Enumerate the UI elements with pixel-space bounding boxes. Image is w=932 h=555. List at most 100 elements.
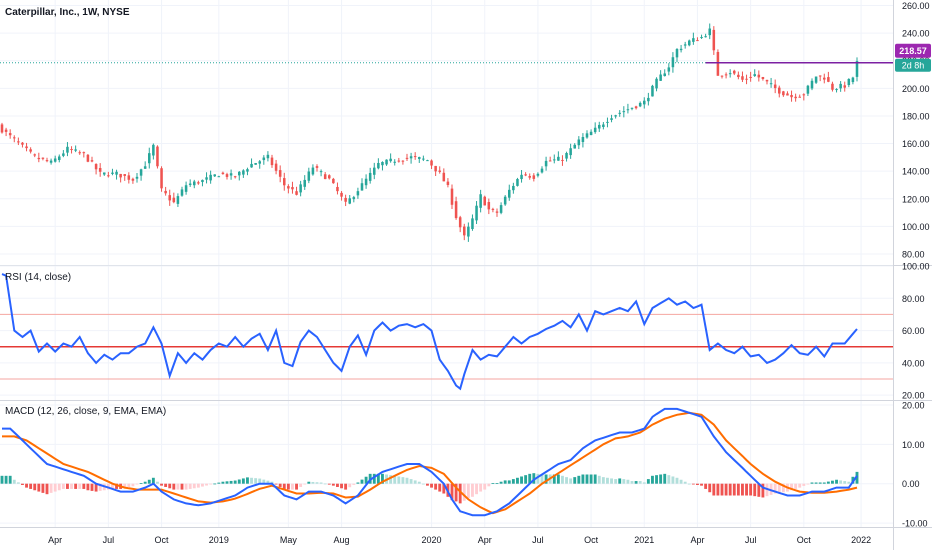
histogram-bar [315,482,319,484]
candle [786,91,789,96]
candle [148,147,151,169]
candle [82,151,86,158]
histogram-bar [86,483,90,491]
histogram-bar [675,477,679,484]
candle [610,114,613,123]
histogram-bar [749,483,753,496]
candle [581,133,585,148]
x-tick-label: 2019 [209,535,229,545]
candle [626,103,630,114]
histogram-bar [364,476,368,484]
histogram-bar [331,483,335,486]
histogram-bar [466,483,470,499]
candle [765,79,769,85]
histogram-bar [49,483,53,493]
candle [119,173,122,183]
histogram-bar [90,483,94,491]
candle [847,78,851,88]
price-axis-tick-label: 100.00 [902,222,930,232]
histogram-bar [696,483,699,485]
histogram-bar [45,483,49,495]
candle [827,71,830,83]
histogram-bar [376,473,380,484]
price-axis-tick-label: 200.00 [902,84,930,94]
candle [855,57,859,82]
histogram-bar [307,481,311,484]
histogram-bar [401,477,405,484]
candle [29,147,32,154]
rsi-axis-tick-label: 100.00 [902,262,930,272]
histogram-bar [831,480,834,484]
histogram-bar [806,483,810,485]
macd-axis-tick-label: 10.00 [902,440,925,450]
histogram-bar [704,483,708,489]
histogram-bar [663,473,667,484]
candle [287,184,290,194]
histogram-bar [311,481,315,484]
candle [728,69,732,78]
last-price-badge-label: 218.57 [899,46,927,56]
candle [442,168,446,182]
candle [13,135,16,143]
histogram-bar [552,474,556,484]
candle [213,174,216,178]
histogram-bar [499,481,503,484]
histogram-bar [250,477,253,484]
candle [737,71,740,80]
histogram-bar [712,483,716,496]
candle [225,172,229,180]
candle [622,106,626,118]
candle [127,172,131,184]
candle [508,184,511,201]
candle [802,93,806,101]
candle [520,169,523,183]
histogram-bar [372,473,376,484]
candle [536,172,540,178]
histogram-bar [192,483,196,489]
histogram-bar [589,474,593,484]
histogram-bar [12,479,16,484]
candle [655,77,658,92]
candle [107,171,110,178]
candle [66,142,69,157]
histogram-bar [291,483,294,490]
candle [434,165,437,176]
candle [548,156,552,162]
candle [638,101,642,108]
histogram-bar [794,483,798,489]
candle [74,145,77,153]
histogram-bar [683,481,687,484]
histogram-bar [221,481,225,484]
histogram-bar [430,483,433,488]
histogram-bar [646,479,650,484]
rsi-axis-tick-label: 60.00 [902,326,925,336]
candle [651,84,654,97]
histogram-bar [389,475,393,484]
histogram-bar [634,481,638,484]
histogram-bar [180,483,184,490]
candle [246,167,249,176]
histogram-bar [16,482,20,484]
price-axis-tick-label: 240.00 [902,29,930,39]
candle [401,160,405,165]
candle [37,152,41,163]
candle [78,150,81,155]
histogram-bar [540,474,544,484]
histogram-bar [495,483,499,484]
candle [557,151,560,161]
histogram-bar [716,483,720,496]
candle [152,143,155,160]
histogram-bar [757,483,761,497]
candle [397,157,401,163]
candle [446,178,450,188]
histogram-bar [826,481,830,484]
candle [123,174,126,181]
candle [344,194,347,207]
candle [839,81,842,92]
candle [336,182,339,195]
candle [274,159,278,175]
histogram-bar [438,483,442,492]
candle [773,79,777,94]
